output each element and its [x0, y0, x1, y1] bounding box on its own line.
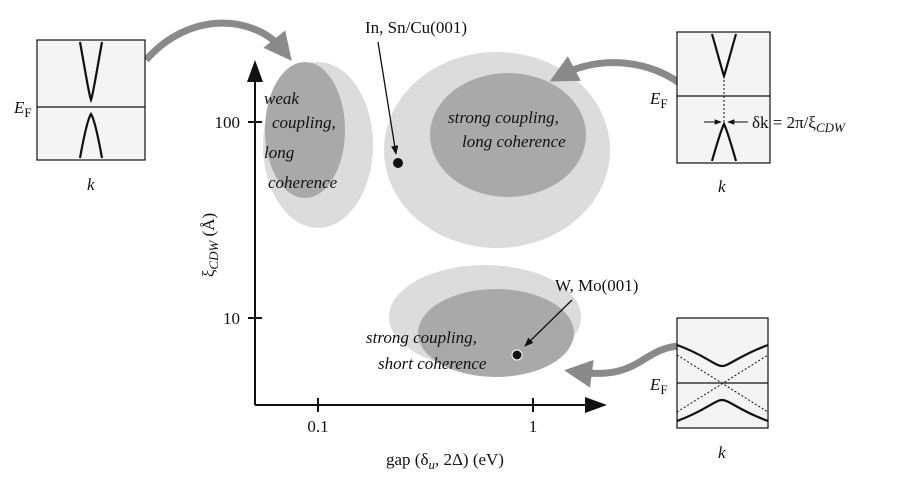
region-label: short coherence: [378, 354, 487, 373]
y-tick-label: 100: [215, 113, 241, 132]
region-label: coupling,: [272, 113, 336, 132]
y-tick-label: 10: [223, 309, 240, 328]
annotation-arrow: [524, 299, 573, 347]
annotation: W, Mo(001): [555, 276, 638, 295]
annotation-arrow: [377, 41, 399, 155]
band: [78, 112, 104, 159]
link-arrow: [143, 19, 292, 63]
inset: [676, 31, 771, 164]
axes: [247, 60, 607, 413]
k-label: k: [87, 175, 95, 194]
region-label: strong coupling,: [366, 328, 477, 347]
link-arrow: [564, 342, 679, 388]
x-arrow: [585, 397, 607, 413]
band: [676, 398, 769, 423]
k-label: k: [718, 177, 726, 196]
fermi-label: EF: [649, 375, 668, 397]
fermi-label: EF: [649, 89, 668, 111]
annotation: In, Sn/Cu(001): [365, 18, 467, 37]
band: [78, 41, 104, 103]
link-arrow: [549, 56, 685, 88]
point: [393, 158, 403, 168]
fermi-label: EF: [13, 98, 32, 120]
x-axis-label: gap (δu, 2Δ) (eV): [386, 450, 504, 472]
gap-note: δk = 2π/ξCDW: [752, 113, 846, 135]
x-tick-label: 1: [529, 417, 538, 436]
inset-box: [676, 317, 769, 429]
y-axis-label: ξCDW (Å): [199, 213, 221, 277]
inset: [676, 317, 769, 429]
region-inner: [418, 289, 574, 377]
point: [511, 349, 523, 361]
regions: [263, 52, 610, 377]
k-label: k: [718, 443, 726, 462]
band: [710, 121, 738, 162]
inset: [36, 39, 146, 161]
band: [676, 354, 769, 413]
region-label: strong coupling,: [448, 108, 559, 127]
region-label: coherence: [268, 173, 338, 192]
y-arrow: [247, 60, 263, 82]
region-inner: [430, 73, 586, 197]
region-label: weak: [264, 89, 299, 108]
band: [676, 343, 769, 368]
region-label: long coherence: [462, 132, 566, 151]
region-label: long: [264, 143, 294, 162]
region-inner: [265, 62, 345, 198]
x-tick-label: 0.1: [307, 417, 328, 436]
